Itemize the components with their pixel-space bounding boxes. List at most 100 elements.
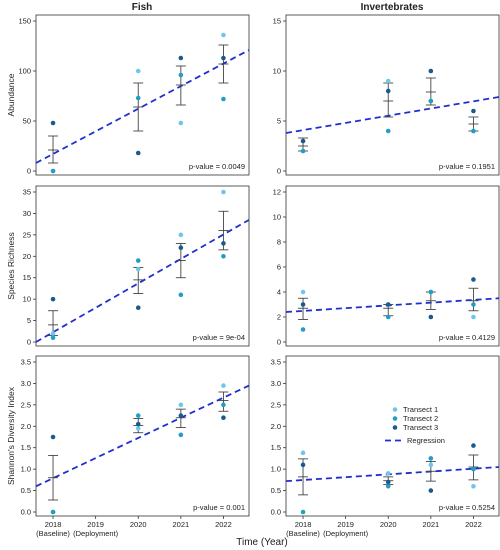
point-transect-3 — [135, 150, 141, 156]
point-transect-2 — [471, 128, 476, 134]
legend-label-transect-1: Transect 1 — [403, 405, 438, 414]
y-tick-label: 2.5 — [21, 400, 31, 409]
point-transect-1 — [300, 450, 306, 456]
error-bar — [48, 135, 59, 164]
point-transect-2 — [300, 509, 306, 515]
point-transect-2 — [471, 302, 476, 307]
y-tick-label: 0 — [27, 167, 31, 176]
legend-marker-transect-2 — [392, 416, 398, 421]
point-transect-2 — [178, 432, 184, 438]
y-tick-label: 10 — [273, 67, 281, 76]
error-bar — [175, 65, 186, 106]
point-transect-3 — [385, 479, 391, 485]
point-transect-2 — [135, 258, 141, 263]
point-transect-2 — [385, 128, 391, 134]
x-tick-label: 2019 — [87, 520, 104, 529]
y-tick-label: 1.0 — [271, 465, 281, 474]
x-tick-sublabel: (Deployment) — [323, 529, 369, 538]
y-tick-label: 3.5 — [21, 358, 31, 367]
point-transect-3 — [50, 120, 56, 126]
x-tick-label: 2022 — [465, 520, 482, 529]
y-tick-label: 0 — [277, 167, 281, 176]
y-tick-label: 0 — [27, 338, 31, 347]
y-tick-label: 12 — [273, 188, 281, 197]
panel-6: 0.0 0.5 1.0 1.5 2.0 2.5 3.0 3.5 2018(Baseline) 20… — [271, 355, 500, 538]
y-tick-label: 1.5 — [271, 443, 281, 452]
regression-line — [286, 96, 499, 134]
y-tick-label: 5 — [27, 316, 31, 325]
p-value-label: p-value = 0.1951 — [439, 162, 495, 171]
y-tick-label: 50 — [23, 117, 31, 126]
point-transect-3 — [385, 302, 391, 307]
panel-3: 0 5 10 15 20 25 30 35 Species Richness p-value = … — [6, 185, 250, 347]
point-transect-2 — [221, 253, 226, 259]
point-transect-1 — [221, 383, 226, 388]
error-bar — [218, 391, 229, 412]
y-tick-label: 0.0 — [21, 508, 31, 517]
point-transect-1 — [221, 189, 226, 195]
error-bar — [298, 297, 309, 320]
point-transect-3 — [178, 245, 184, 251]
panel-2: 0 5 10 15 p-value = 0.1951 — [273, 14, 500, 176]
y-tick-label: 0 — [277, 338, 281, 347]
x-tick-sublabel: (Baseline) — [36, 529, 70, 538]
y-tick-label: 0.0 — [271, 508, 281, 517]
y-tick-label: 100 — [18, 67, 31, 76]
panel-1: 0 50 100 150 Abundance p-value = 0.0049 — [6, 14, 250, 176]
y-tick-label: 8 — [277, 238, 281, 247]
point-transect-1 — [221, 32, 226, 38]
point-transect-1 — [135, 68, 141, 74]
point-transect-2 — [428, 289, 434, 295]
y-tick-label: 2 — [277, 313, 281, 322]
y-tick-label: 0.5 — [21, 486, 31, 495]
point-transect-3 — [135, 305, 141, 311]
point-transect-3 — [50, 296, 56, 302]
column-title-fish: Fish — [132, 2, 153, 13]
point-transect-3 — [471, 108, 476, 114]
y-tick-label: 15 — [23, 273, 31, 282]
regression-line — [36, 219, 249, 343]
point-transect-1 — [428, 462, 434, 468]
point-transect-3 — [178, 55, 184, 61]
point-transect-1 — [471, 314, 476, 320]
p-value-label: p-value = 9e-04 — [193, 333, 245, 342]
point-transect-2 — [300, 148, 306, 154]
x-tick-label: 2021 — [172, 520, 189, 529]
point-transect-3 — [50, 434, 56, 440]
plot-frame — [285, 355, 500, 517]
point-transect-2 — [50, 509, 56, 515]
y-tick-label: 3.0 — [21, 379, 31, 388]
x-tick-label: 2022 — [215, 520, 232, 529]
y-tick-label: 5 — [277, 117, 281, 126]
y-tick-label: 3.0 — [271, 379, 281, 388]
point-transect-2 — [385, 483, 391, 489]
point-transect-3 — [428, 68, 434, 74]
point-transect-1 — [178, 232, 184, 238]
point-transect-3 — [221, 55, 226, 61]
point-transect-2 — [50, 168, 56, 174]
y-tick-label: 25 — [23, 230, 31, 239]
point-transect-3 — [135, 421, 141, 427]
point-transect-2 — [385, 314, 391, 320]
regression-line — [36, 49, 249, 164]
point-transect-3 — [300, 138, 306, 144]
panel-4: 0 2 4 6 8 10 12 p-value = 0.4129 — [273, 185, 500, 347]
point-transect-3 — [428, 314, 434, 320]
regression-line — [286, 297, 499, 313]
y-tick-label: 150 — [18, 17, 31, 26]
point-transect-1 — [135, 426, 141, 431]
point-transect-1 — [135, 266, 141, 272]
y-tick-label: 2.0 — [271, 422, 281, 431]
point-transect-1 — [50, 331, 56, 336]
x-tick-label: 2018 — [45, 520, 62, 529]
p-value-label: p-value = 0.5254 — [439, 503, 495, 512]
x-tick-label: 2020 — [130, 520, 147, 529]
y-tick-label: 4 — [277, 288, 281, 297]
point-transect-1 — [471, 483, 476, 489]
point-transect-1 — [385, 78, 391, 84]
point-transect-1 — [385, 471, 391, 476]
point-transect-2 — [178, 292, 184, 298]
p-value-label: p-value = 0.0049 — [189, 162, 245, 171]
